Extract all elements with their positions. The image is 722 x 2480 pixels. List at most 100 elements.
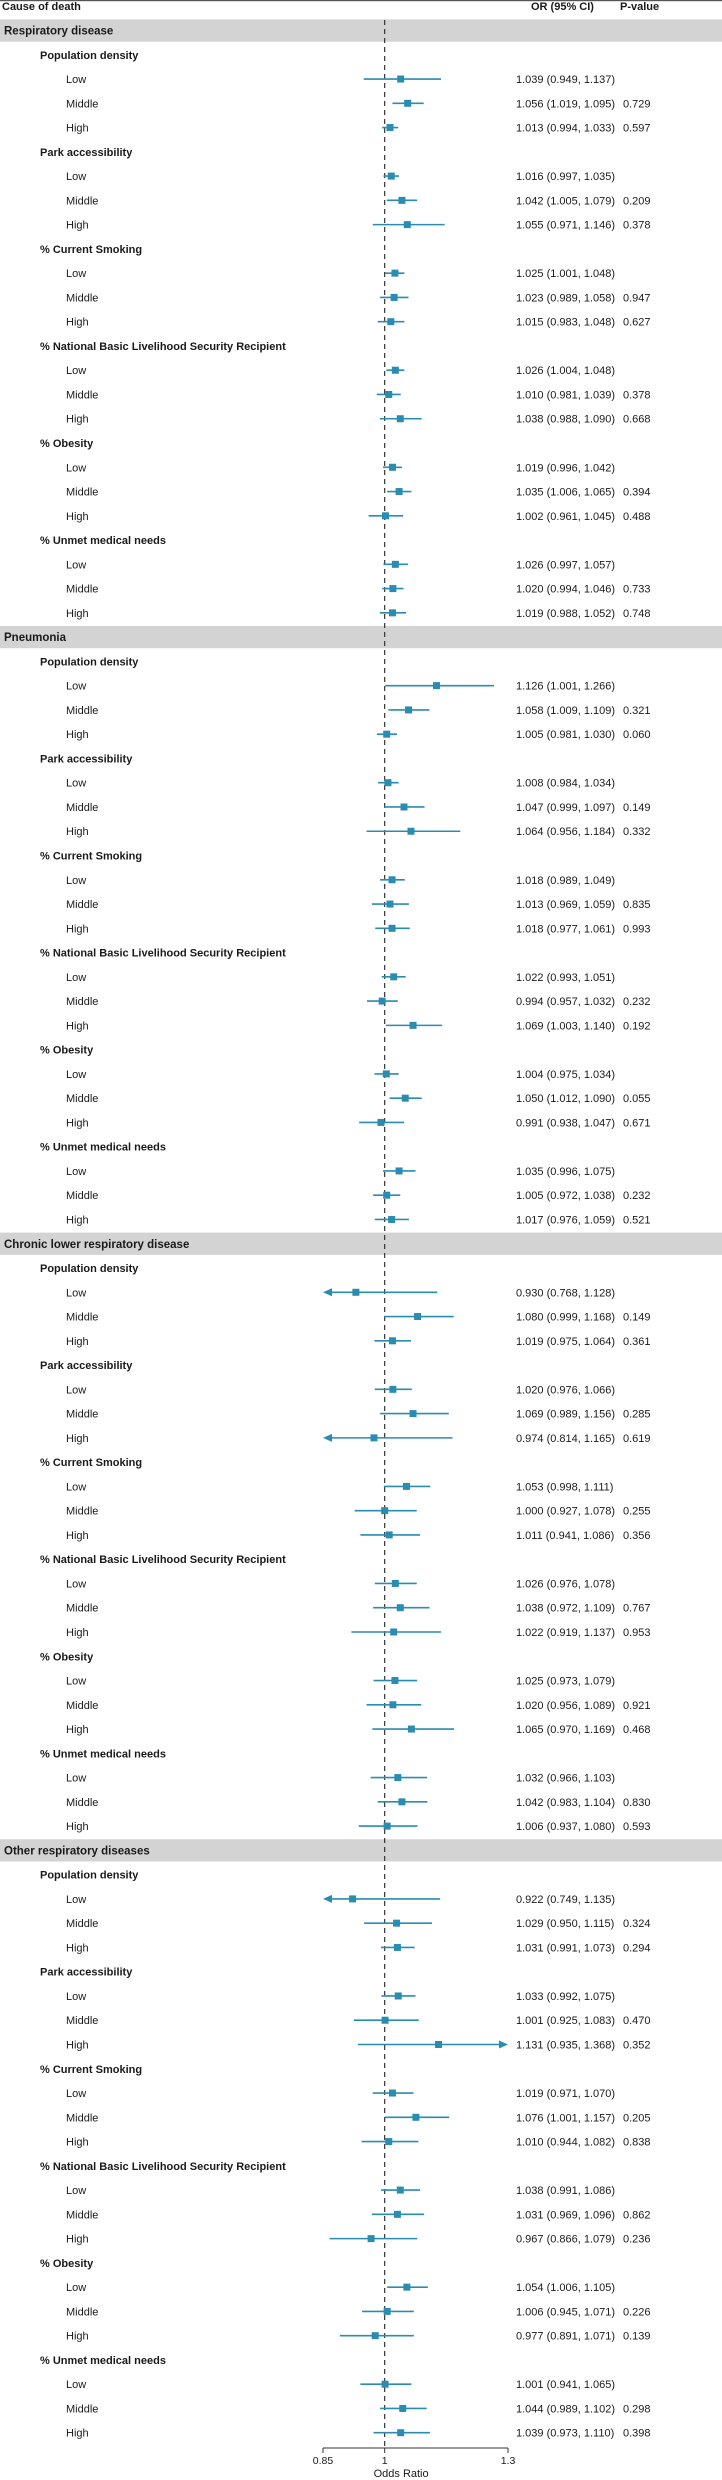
group-band — [0, 1232, 722, 1255]
point-estimate — [394, 1774, 402, 1782]
or-ci-value: 1.033 (0.992, 1.075) — [516, 1991, 615, 2003]
point-estimate — [390, 1628, 398, 1636]
point-estimate — [386, 900, 394, 908]
or-ci-value: 1.019 (0.975, 1.064) — [516, 1336, 615, 1348]
p-value: 0.205 — [623, 2112, 651, 2124]
p-value: 0.232 — [623, 996, 651, 1008]
level-label: Middle — [66, 899, 98, 911]
point-estimate — [385, 1531, 393, 1539]
point-estimate — [367, 2235, 375, 2243]
level-label: Middle — [66, 584, 98, 596]
p-value: 0.830 — [623, 1797, 651, 1809]
p-value: 0.394 — [623, 487, 651, 499]
point-estimate — [407, 827, 415, 835]
group-label: Pneumonia — [4, 632, 67, 644]
point-estimate — [383, 730, 391, 738]
point-estimate — [405, 706, 413, 714]
group-bands — [0, 0, 722, 1862]
level-label: Low — [66, 559, 86, 571]
p-value: 0.398 — [623, 2428, 651, 2440]
point-estimate — [377, 1118, 385, 1126]
p-value: 0.060 — [623, 729, 651, 741]
header-p-value: P-value — [620, 1, 659, 13]
level-label: Middle — [66, 2112, 98, 2124]
or-ci-value: 0.930 (0.768, 1.128) — [516, 1287, 615, 1299]
variable-label: % National Basic Livelihood Security Rec… — [40, 341, 286, 353]
level-label: High — [66, 1117, 89, 1129]
or-ci-value: 1.020 (0.976, 1.066) — [516, 1384, 615, 1396]
point-estimate — [387, 172, 395, 180]
variable-label: % Obesity — [40, 1045, 94, 1057]
variable-label: Population density — [40, 1870, 139, 1882]
p-value: 0.226 — [623, 2306, 651, 2318]
point-estimate — [389, 585, 397, 593]
header-top-rule — [0, 0, 722, 2]
point-estimate — [388, 2089, 396, 2097]
level-label: Middle — [66, 1506, 98, 1518]
point-estimate — [385, 390, 393, 398]
point-estimate — [394, 1992, 402, 2000]
level-label: Middle — [66, 98, 98, 110]
point-estimate — [391, 269, 399, 277]
or-ci-value: 1.004 (0.975, 1.034) — [516, 1069, 615, 1081]
point-estimate — [388, 1215, 396, 1223]
p-value: 0.470 — [623, 2015, 651, 2027]
or-ci-value: 1.029 (0.950, 1.115) — [516, 1918, 614, 1930]
p-value: 0.378 — [623, 220, 651, 232]
or-ci-value: 1.020 (0.994, 1.046) — [516, 584, 615, 596]
or-ci-value: 1.064 (0.956, 1.184) — [516, 826, 615, 838]
point-estimate — [388, 876, 396, 884]
point-estimate — [386, 124, 394, 132]
variable-label: % National Basic Livelihood Security Rec… — [40, 2161, 286, 2173]
point-estimate — [381, 2016, 389, 2024]
variable-label: % Obesity — [40, 2258, 94, 2270]
level-label: Middle — [66, 1093, 98, 1105]
or-ci-value: 1.056 (1.019, 1.095) — [516, 98, 615, 110]
or-ci-value: 0.994 (0.957, 1.032) — [516, 996, 615, 1008]
level-label: High — [66, 729, 89, 741]
level-label: High — [66, 923, 89, 935]
point-estimate — [395, 488, 403, 496]
p-value: 0.298 — [623, 2403, 651, 2415]
level-label: High — [66, 1020, 89, 1032]
or-ci-value: 1.025 (1.001, 1.048) — [516, 268, 615, 280]
point-estimate — [384, 779, 392, 787]
p-value: 0.321 — [623, 705, 651, 717]
point-estimate — [407, 1725, 415, 1733]
point-estimate — [371, 2332, 379, 2340]
or-ci-value: 1.008 (0.984, 1.034) — [516, 778, 615, 790]
variable-label: % National Basic Livelihood Security Rec… — [40, 1554, 286, 1566]
level-label: Middle — [66, 487, 98, 499]
or-ci-value: 1.000 (0.927, 1.078) — [516, 1506, 615, 1518]
or-ci-value: 1.069 (0.989, 1.156) — [516, 1409, 615, 1421]
x-tick-label: 1.3 — [501, 2455, 516, 2467]
x-tick-label: 1 — [382, 2455, 388, 2467]
table-rows: Respiratory disease Population density Low… — [4, 26, 651, 2440]
or-ci-value: 1.002 (0.961, 1.045) — [516, 511, 615, 523]
p-value: 0.593 — [623, 1821, 651, 1833]
or-ci-value: 0.977 (0.891, 1.071) — [516, 2331, 615, 2343]
p-value: 0.953 — [623, 1627, 651, 1639]
point-estimate — [383, 2307, 391, 2315]
p-value: 0.285 — [623, 1409, 651, 1421]
level-label: High — [66, 2137, 89, 2149]
variable-label: Park accessibility — [40, 147, 133, 159]
or-ci-value: 1.022 (0.993, 1.051) — [516, 972, 615, 984]
or-ci-value: 1.054 (1.006, 1.105) — [516, 2282, 615, 2294]
or-ci-value: 1.023 (0.989, 1.058) — [516, 292, 615, 304]
variable-label: Population density — [40, 50, 139, 62]
p-value: 0.862 — [623, 2209, 651, 2221]
or-ci-value: 1.015 (0.983, 1.048) — [516, 317, 615, 329]
level-label: Low — [66, 1991, 86, 2003]
or-ci-value: 1.069 (1.003, 1.140) — [516, 1020, 615, 1032]
point-estimate — [383, 1822, 391, 1830]
or-ci-value: 1.050 (1.012, 1.090) — [516, 1093, 615, 1105]
or-ci-value: 1.080 (0.999, 1.168) — [516, 1312, 615, 1324]
level-label: Low — [66, 1481, 86, 1493]
point-estimate — [381, 2380, 389, 2388]
level-label: High — [66, 317, 89, 329]
ci-arrow-left — [323, 1288, 332, 1297]
point-estimate — [349, 1895, 357, 1903]
level-label: Middle — [66, 195, 98, 207]
level-label: Middle — [66, 292, 98, 304]
